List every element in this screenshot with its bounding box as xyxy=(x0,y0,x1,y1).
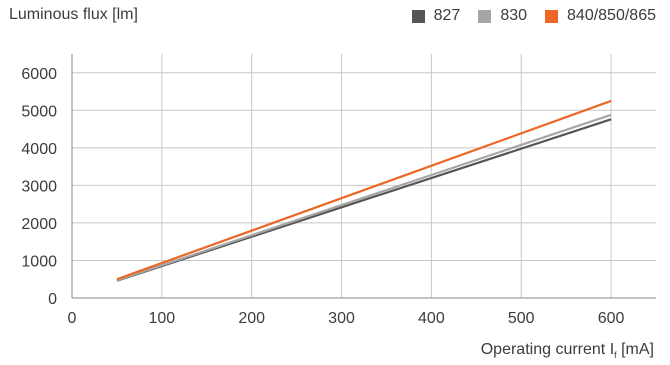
x-axis-title-unit: [mA] xyxy=(616,341,654,358)
y-tick-label: 1000 xyxy=(21,253,57,270)
legend-item-827: 827 xyxy=(411,7,461,25)
legend-item-840-850-865: 840/850/865 xyxy=(545,7,656,25)
legend-label-840-850-865: 840/850/865 xyxy=(567,7,656,24)
x-tick-label: 100 xyxy=(148,310,175,327)
x-tick-label: 600 xyxy=(598,310,625,327)
y-axis-title: Luminous flux [lm] xyxy=(9,6,138,23)
legend-swatch-840-850-865 xyxy=(545,9,559,23)
tick-labels: 0 1000 2000 3000 4000 5000 6000 0 100 200 300 400 50… xyxy=(21,66,624,327)
x-tick-label: 300 xyxy=(328,310,355,327)
legend-swatch-827 xyxy=(411,9,425,23)
axes xyxy=(71,54,656,299)
x-tick-label: 500 xyxy=(508,310,535,327)
x-tick-label: 200 xyxy=(238,310,265,327)
x-tick-label: 400 xyxy=(418,310,445,327)
series-lines xyxy=(116,99,612,282)
series-line-830 xyxy=(116,113,612,282)
y-tick-label: 0 xyxy=(48,291,57,308)
legend-item-830: 830 xyxy=(478,7,527,25)
y-tick-label: 5000 xyxy=(21,103,57,120)
legend-swatch-830 xyxy=(478,9,492,23)
x-axis-title-text: Operating current I xyxy=(480,341,615,358)
y-tick-label: 4000 xyxy=(21,141,57,158)
series-line-840-850-865 xyxy=(116,99,612,281)
y-tick-label: 2000 xyxy=(21,216,57,233)
legend-label-827: 827 xyxy=(433,7,461,24)
legend-label-830: 830 xyxy=(500,7,528,24)
x-axis-title: Operating current If [mA] xyxy=(481,341,654,360)
x-axis-title-subscript: f xyxy=(614,350,617,361)
grid xyxy=(72,54,656,298)
y-tick-label: 3000 xyxy=(21,178,57,195)
legend: 827 830 840/850/865 xyxy=(394,7,656,25)
x-tick-label: 0 xyxy=(68,310,77,327)
y-tick-label: 6000 xyxy=(21,66,57,83)
